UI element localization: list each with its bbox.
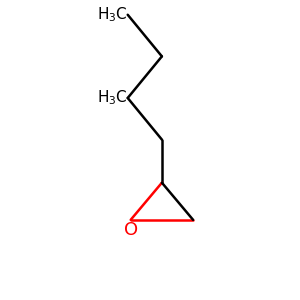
Text: O: O	[124, 221, 138, 239]
Text: $\mathregular{H_3C}$: $\mathregular{H_3C}$	[97, 88, 128, 107]
Text: $\mathregular{H_3C}$: $\mathregular{H_3C}$	[97, 5, 128, 24]
